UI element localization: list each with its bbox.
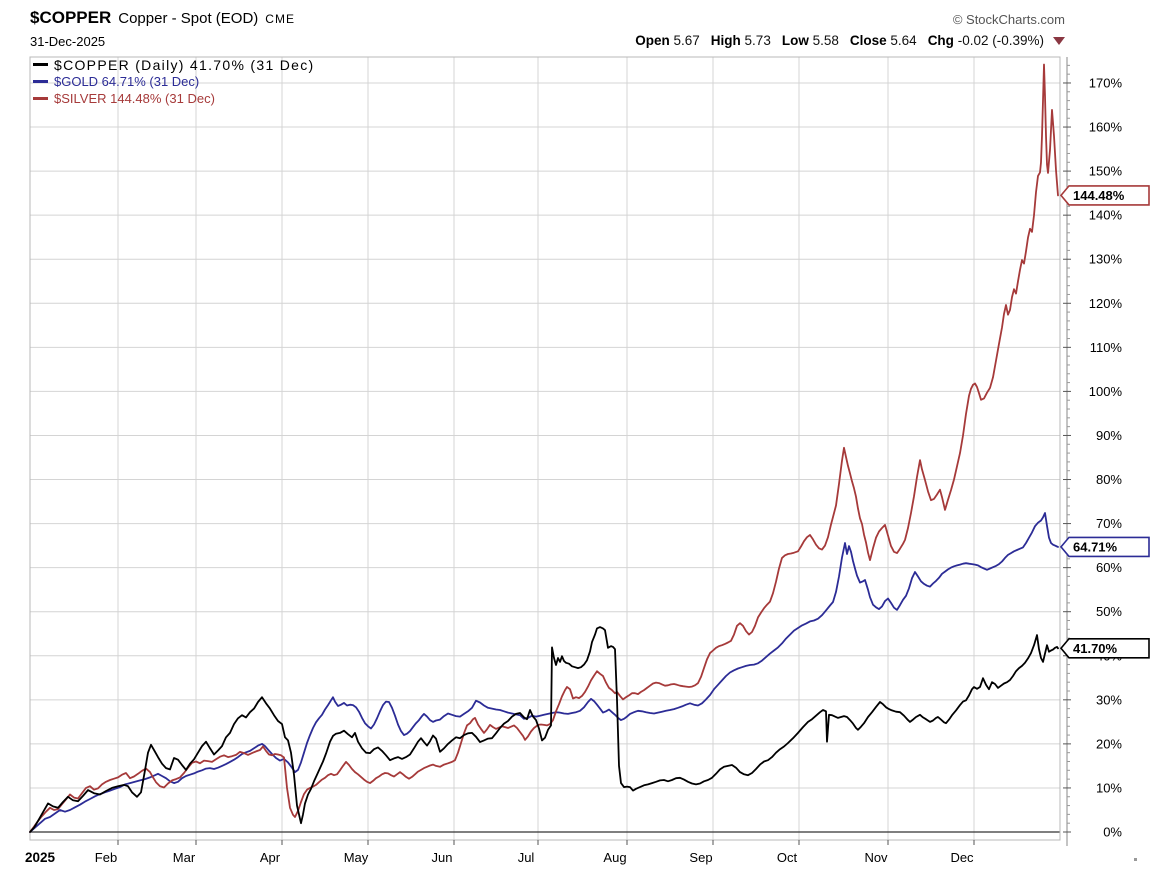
y-axis-label: 130%: [1089, 252, 1123, 267]
legend-label: $SILVER 144.48% (31 Dec): [54, 91, 215, 106]
y-axis-label: 10%: [1096, 780, 1122, 795]
ticker-symbol: $COPPER: [30, 8, 112, 27]
x-axis-month-label: Jul: [518, 850, 535, 865]
change-down-icon: [1053, 36, 1065, 45]
x-axis-month-label: Sep: [689, 850, 712, 865]
legend-item: $GOLD 64.71% (31 Dec): [33, 73, 315, 90]
x-axis-year-label: 2025: [25, 850, 56, 865]
y-axis-label: 90%: [1096, 428, 1122, 443]
ohlc-quote: Open 5.67 High 5.73 Low 5.58 Close 5.64 …: [635, 33, 1065, 48]
gold-series-line: [29, 512, 1059, 833]
copper-series-line: [29, 626, 1059, 833]
y-axis-label: 120%: [1089, 296, 1123, 311]
x-axis-month-label: Mar: [173, 850, 196, 865]
legend-item: $COPPER (Daily) 41.70% (31 Dec): [33, 56, 315, 73]
y-axis-label: 20%: [1096, 736, 1122, 751]
legend-dash-icon: [33, 80, 48, 83]
x-axis-month-label: Apr: [260, 850, 281, 865]
value-callout-box: [1059, 185, 1150, 206]
exchange-label: CME: [265, 12, 295, 26]
chart-legend: $COPPER (Daily) 41.70% (31 Dec) $GOLD 64.…: [33, 56, 315, 107]
y-axis-label: 30%: [1096, 692, 1122, 707]
value-callout-box: [1059, 637, 1150, 659]
quote-close: Close 5.64: [849, 33, 917, 48]
x-axis-month-label: May: [344, 850, 369, 865]
quote-open: Open 5.67: [635, 33, 700, 48]
y-axis-label: 50%: [1096, 604, 1122, 619]
corner-dot: [1134, 858, 1137, 861]
y-axis-label: 170%: [1089, 75, 1123, 90]
x-axis-month-label: Feb: [95, 850, 117, 865]
y-axis-label: 80%: [1096, 472, 1122, 487]
plot-border: [29, 56, 1061, 841]
legend-label: $COPPER (Daily) 41.70% (31 Dec): [54, 56, 315, 73]
x-axis-month-label: Aug: [603, 850, 626, 865]
y-axis-label: 60%: [1096, 560, 1122, 575]
legend-dash-icon: [33, 97, 48, 100]
quote-low: Low 5.58: [781, 33, 839, 48]
x-axis-month-label: Oct: [777, 850, 798, 865]
value-callout-box: [1059, 536, 1150, 558]
y-axis-label: 100%: [1089, 384, 1123, 399]
legend-dash-icon: [33, 63, 48, 66]
x-axis-month-label: Jun: [432, 850, 453, 865]
y-axis-label: 110%: [1090, 340, 1123, 355]
stockcharts-credit: © StockCharts.com: [952, 12, 1065, 27]
value-callout-text: 144.48%: [1073, 188, 1125, 203]
value-callout-text: 41.70%: [1073, 641, 1118, 656]
legend-item: $SILVER 144.48% (31 Dec): [33, 90, 315, 107]
silver-series-line: [29, 63, 1059, 833]
y-axis-label: 0%: [1103, 825, 1122, 840]
quote-high: High 5.73: [710, 33, 771, 48]
value-callout-text: 64.71%: [1073, 539, 1118, 554]
chart-date: 31-Dec-2025: [30, 34, 106, 49]
y-axis-label: 70%: [1096, 516, 1122, 531]
y-axis-label: 140%: [1089, 208, 1123, 223]
chart-title: $COPPER Copper - Spot (EOD) CME: [30, 8, 295, 28]
ticker-description: Copper - Spot (EOD): [118, 10, 259, 27]
quote-change: Chg -0.02 (-0.39%): [927, 33, 1044, 48]
y-axis-label: 150%: [1089, 164, 1123, 179]
legend-label: $GOLD 64.71% (31 Dec): [54, 74, 200, 89]
x-axis-month-label: Dec: [950, 850, 974, 865]
y-axis-label: 160%: [1089, 120, 1123, 135]
x-axis-month-label: Nov: [864, 850, 888, 865]
